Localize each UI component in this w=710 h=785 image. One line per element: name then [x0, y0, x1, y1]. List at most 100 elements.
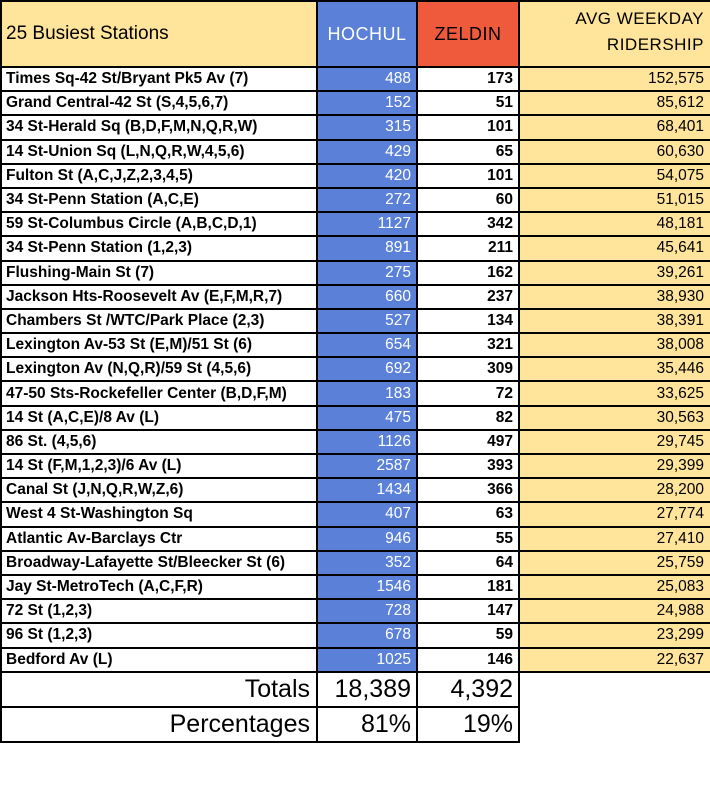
table-row: 14 St (A,C,E)/8 Av (L) 475 82 30,563	[0, 404, 710, 431]
station-results-table: 25 Busiest Stations HOCHUL ZELDIN AVG WE…	[0, 0, 710, 743]
ridership-cell: 27,774	[518, 501, 710, 528]
ridership-cell: 25,083	[518, 573, 710, 601]
hochul-votes-cell: 352	[316, 549, 418, 576]
station-name-cell: 59 St-Columbus Circle (A,B,C,D,1)	[0, 211, 318, 238]
station-name-cell: West 4 St-Washington Sq	[0, 501, 318, 528]
ridership-cell: 39,261	[518, 259, 710, 286]
zeldin-votes-cell: 72	[416, 380, 520, 407]
hochul-percentage: 81%	[316, 705, 418, 743]
table-row: 72 St (1,2,3) 728 147 24,988	[0, 598, 710, 625]
ridership-cell: 51,015	[518, 186, 710, 214]
ridership-cell: 29,399	[518, 452, 710, 480]
ridership-cell: 60,630	[518, 138, 710, 165]
table-row: Chambers St /WTC/Park Place (2,3) 527 13…	[0, 307, 710, 335]
station-column-header: 25 Busiest Stations	[0, 0, 318, 68]
hochul-votes-cell: 488	[316, 65, 418, 93]
station-name-cell: Jay St-MetroTech (A,C,F,R)	[0, 573, 318, 601]
hochul-column-header: HOCHUL	[316, 0, 418, 68]
zeldin-votes-cell: 82	[416, 404, 520, 431]
zeldin-votes-cell: 146	[416, 646, 520, 673]
station-name-cell: 14 St (A,C,E)/8 Av (L)	[0, 404, 318, 431]
table-row: 59 St-Columbus Circle (A,B,C,D,1) 1127 3…	[0, 211, 710, 238]
hochul-votes-cell: 475	[316, 404, 418, 431]
table-row: Jackson Hts-Roosevelt Av (E,F,M,R,7) 660…	[0, 283, 710, 310]
station-name-cell: Lexington Av (N,Q,R)/59 St (4,5,6)	[0, 356, 318, 383]
station-name-cell: Broadway-Lafayette St/Bleecker St (6)	[0, 549, 318, 576]
hochul-total: 18,389	[316, 670, 418, 708]
hochul-votes-cell: 315	[316, 114, 418, 141]
table-row: Bedford Av (L) 1025 146 22,637	[0, 646, 710, 673]
zeldin-votes-cell: 497	[416, 428, 520, 456]
empty-cell	[519, 671, 710, 707]
ridership-cell: 35,446	[518, 356, 710, 383]
ridership-cell: 22,637	[518, 646, 710, 673]
zeldin-votes-cell: 64	[416, 549, 520, 576]
zeldin-votes-cell: 59	[416, 622, 520, 649]
table-row: West 4 St-Washington Sq 407 63 27,774	[0, 501, 710, 528]
station-name-cell: 96 St (1,2,3)	[0, 622, 318, 649]
table-row: Grand Central-42 St (S,4,5,6,7) 152 51 8…	[0, 90, 710, 117]
hochul-votes-cell: 152	[316, 90, 418, 117]
table-row: Canal St (J,N,Q,R,W,Z,6) 1434 366 28,200	[0, 477, 710, 504]
zeldin-votes-cell: 101	[416, 114, 520, 141]
ridership-cell: 38,008	[518, 332, 710, 359]
ridership-cell: 45,641	[518, 235, 710, 262]
zeldin-votes-cell: 63	[416, 501, 520, 528]
zeldin-votes-cell: 342	[416, 211, 520, 238]
station-name-cell: 34 St-Penn Station (1,2,3)	[0, 235, 318, 262]
station-name-cell: Bedford Av (L)	[0, 646, 318, 673]
ridership-cell: 23,299	[518, 622, 710, 649]
station-name-cell: Lexington Av-53 St (E,M)/51 St (6)	[0, 332, 318, 359]
station-name-cell: 86 St. (4,5,6)	[0, 428, 318, 456]
zeldin-votes-cell: 211	[416, 235, 520, 262]
ridership-cell: 30,563	[518, 404, 710, 431]
table-row: 47-50 Sts-Rockefeller Center (B,D,F,M) 1…	[0, 380, 710, 407]
hochul-votes-cell: 527	[316, 307, 418, 335]
empty-cell	[519, 706, 710, 742]
table-row: Times Sq-42 St/Bryant Pk5 Av (7) 488 173…	[0, 65, 710, 93]
ridership-cell: 24,988	[518, 598, 710, 625]
hochul-votes-cell: 183	[316, 380, 418, 407]
ridership-cell: 68,401	[518, 114, 710, 141]
ridership-cell: 28,200	[518, 477, 710, 504]
station-name-cell: Flushing-Main St (7)	[0, 259, 318, 286]
ridership-cell: 25,759	[518, 549, 710, 576]
zeldin-votes-cell: 65	[416, 138, 520, 165]
hochul-votes-cell: 420	[316, 162, 418, 189]
station-name-cell: 34 St-Herald Sq (B,D,F,M,N,Q,R,W)	[0, 114, 318, 141]
table-row: 14 St (F,M,1,2,3)/6 Av (L) 2587 393 29,3…	[0, 452, 710, 480]
zeldin-votes-cell: 60	[416, 186, 520, 214]
zeldin-votes-cell: 173	[416, 65, 520, 93]
ridership-cell: 152,575	[518, 65, 710, 93]
station-name-cell: Grand Central-42 St (S,4,5,6,7)	[0, 90, 318, 117]
percentages-label: Percentages	[0, 705, 318, 743]
ridership-cell: 54,075	[518, 162, 710, 189]
zeldin-votes-cell: 321	[416, 332, 520, 359]
hochul-votes-cell: 728	[316, 598, 418, 625]
station-name-cell: Fulton St (A,C,J,Z,2,3,4,5)	[0, 162, 318, 189]
hochul-votes-cell: 2587	[316, 452, 418, 480]
table-row: 96 St (1,2,3) 678 59 23,299	[0, 622, 710, 649]
hochul-votes-cell: 692	[316, 356, 418, 383]
ridership-cell: 29,745	[518, 428, 710, 456]
ridership-cell: 38,930	[518, 283, 710, 310]
zeldin-votes-cell: 51	[416, 90, 520, 117]
zeldin-votes-cell: 181	[416, 573, 520, 601]
zeldin-votes-cell: 393	[416, 452, 520, 480]
zeldin-votes-cell: 134	[416, 307, 520, 335]
table-row: 34 St-Penn Station (A,C,E) 272 60 51,015	[0, 186, 710, 214]
zeldin-votes-cell: 237	[416, 283, 520, 310]
table-row: Lexington Av (N,Q,R)/59 St (4,5,6) 692 3…	[0, 356, 710, 383]
hochul-votes-cell: 1546	[316, 573, 418, 601]
header-row: 25 Busiest Stations HOCHUL ZELDIN AVG WE…	[0, 0, 710, 68]
table-row: Lexington Av-53 St (E,M)/51 St (6) 654 3…	[0, 332, 710, 359]
totals-label: Totals	[0, 670, 318, 708]
zeldin-total: 4,392	[416, 670, 520, 708]
hochul-votes-cell: 946	[316, 525, 418, 552]
table-row: 34 St-Herald Sq (B,D,F,M,N,Q,R,W) 315 10…	[0, 114, 710, 141]
station-name-cell: 14 St (F,M,1,2,3)/6 Av (L)	[0, 452, 318, 480]
station-name-cell: Times Sq-42 St/Bryant Pk5 Av (7)	[0, 65, 318, 93]
hochul-votes-cell: 1434	[316, 477, 418, 504]
hochul-votes-cell: 654	[316, 332, 418, 359]
station-name-cell: 34 St-Penn Station (A,C,E)	[0, 186, 318, 214]
